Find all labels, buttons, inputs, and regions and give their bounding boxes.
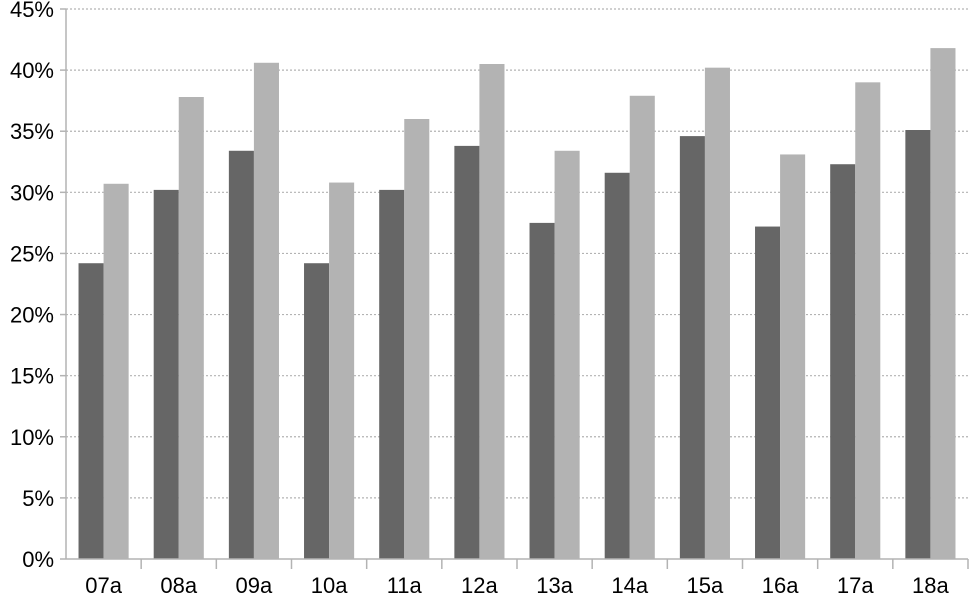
bar-16a-series-2 [780, 154, 806, 559]
x-tick-label: 12a [461, 573, 498, 598]
bar-18a-series-1 [905, 130, 931, 559]
bar-11a-series-1 [379, 189, 405, 559]
y-tick-label: 10% [10, 425, 54, 450]
bar-07a-series-2 [103, 183, 129, 559]
bar-16a-series-1 [755, 226, 781, 560]
axes [60, 8, 969, 569]
bar-10a-series-1 [304, 263, 330, 559]
bar-15a-series-2 [704, 67, 730, 560]
bar-12a-series-1 [454, 145, 480, 559]
bar-15a-series-1 [679, 136, 705, 559]
y-axis-tick-labels: 0% 5% 10% 15% 20% 25% 30% 35% 40% 45% [10, 0, 54, 572]
y-tick-label: 35% [10, 119, 54, 144]
bar-08a-series-1 [153, 189, 179, 559]
x-tick-label: 14a [611, 573, 648, 598]
x-axis-tick-labels: 07a 08a 09a 10a 11a 12a 13a 14a 15a 16a 17a 18a [85, 573, 949, 598]
y-tick-label: 20% [10, 303, 54, 328]
x-tick-label: 07a [85, 573, 122, 598]
x-tick-label: 16a [762, 573, 799, 598]
y-tick-label: 45% [10, 0, 54, 22]
bar-17a-series-2 [855, 82, 881, 559]
bar-11a-series-2 [404, 119, 430, 559]
x-tick-label: 15a [687, 573, 724, 598]
y-tick-label: 5% [22, 486, 54, 511]
y-tick-label: 40% [10, 58, 54, 83]
bar-13a-series-1 [529, 222, 555, 559]
bars [78, 48, 956, 560]
bar-10a-series-2 [329, 182, 355, 560]
x-tick-label: 17a [837, 573, 874, 598]
bar-18a-series-2 [930, 48, 956, 559]
x-tick-label: 18a [912, 573, 949, 598]
bar-09a-series-1 [228, 150, 254, 559]
bar-12a-series-2 [479, 64, 505, 559]
y-tick-label: 15% [10, 364, 54, 389]
y-tick-label: 30% [10, 180, 54, 205]
bar-07a-series-1 [78, 263, 104, 559]
x-tick-label: 09a [236, 573, 273, 598]
bar-13a-series-2 [554, 150, 580, 559]
bar-17a-series-1 [830, 164, 856, 559]
bar-14a-series-1 [604, 172, 630, 559]
x-tick-label: 11a [387, 573, 423, 598]
bar-09a-series-2 [253, 62, 279, 560]
x-tick-label: 10a [311, 573, 348, 598]
bar-08a-series-2 [178, 97, 204, 559]
y-tick-label: 0% [22, 547, 54, 572]
y-tick-label: 25% [10, 241, 54, 266]
bar-14a-series-2 [629, 95, 655, 560]
x-tick-label: 13a [536, 573, 573, 598]
x-tick-label: 08a [160, 573, 197, 598]
